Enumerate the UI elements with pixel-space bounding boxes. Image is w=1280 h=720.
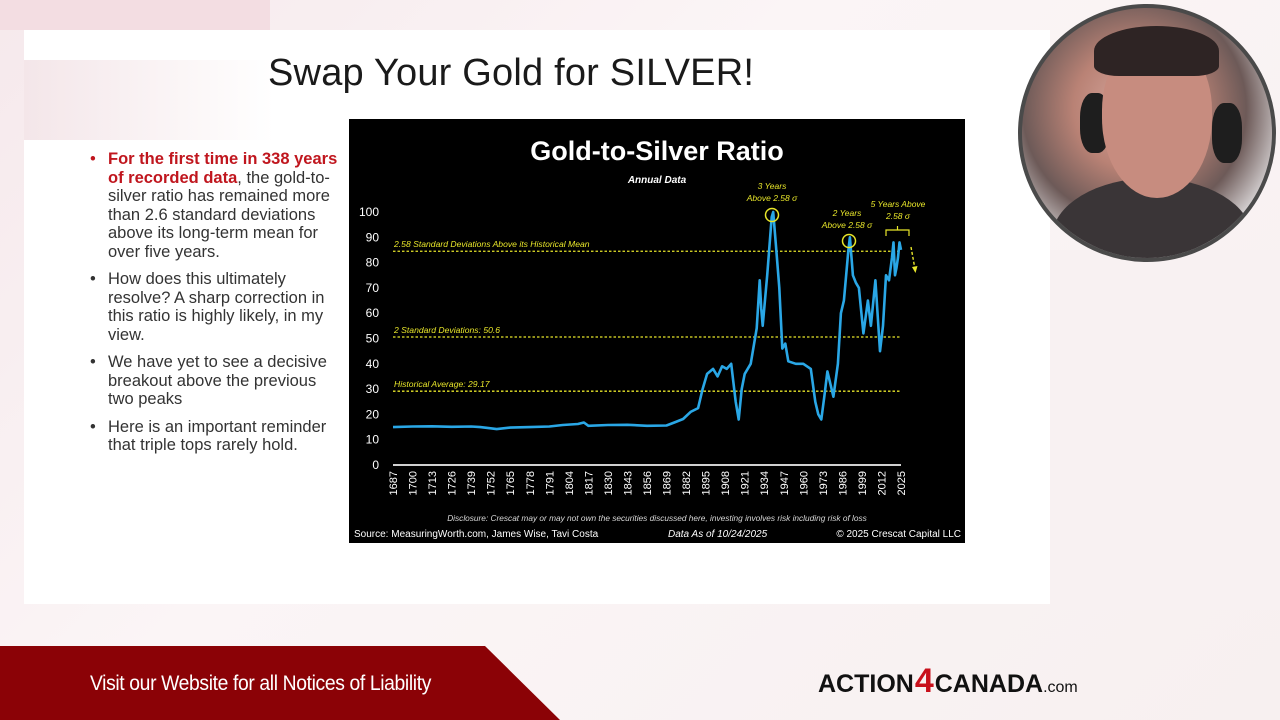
footer-banner (0, 646, 560, 720)
background-accent-right (1050, 250, 1280, 610)
x-tick-label: 1895 (701, 471, 713, 495)
reference-line-label: Historical Average: 29.17 (394, 379, 491, 389)
ratio-line (392, 210, 903, 431)
x-tick-label: 1908 (720, 471, 732, 495)
bullet-highlight: For the first time in 338 years of recor… (108, 150, 338, 187)
presenter-hair (1094, 26, 1219, 76)
x-tick-label: 1726 (447, 471, 459, 495)
y-tick-label: 10 (366, 433, 380, 447)
presenter-webcam (1018, 4, 1276, 262)
x-tick-label: 1960 (798, 471, 810, 495)
x-tick-label: 1817 (583, 471, 595, 495)
reference-line-label: 2 Standard Deviations: 50.6 (393, 325, 500, 335)
bullet-item: How does this ultimately resolve? A shar… (88, 270, 344, 344)
x-tick-label: 1752 (486, 471, 498, 495)
y-tick-label: 20 (366, 407, 380, 421)
x-tick-label: 1791 (544, 471, 556, 495)
chart-source: Source: MeasuringWorth.com, James Wise, … (354, 529, 599, 540)
annotation-1-line1: 3 Years (758, 181, 787, 191)
chart-copyright: © 2025 Crescat Capital LLC (836, 529, 961, 540)
bullet-text: Here is an important reminder that tripl… (108, 417, 327, 455)
y-tick-label: 60 (366, 306, 380, 320)
chart-disclosure: Disclosure: Crescat may or may not own t… (447, 513, 867, 523)
bullet-text: , the gold-to-silver ratio has remained … (108, 168, 330, 261)
action4canada-logo: ACTION 4 CANADA .com (818, 662, 1078, 701)
chart-data-date: Data As of 10/24/2025 (668, 529, 768, 540)
chart-subtitle: Annual Data (627, 175, 687, 186)
headphones-icon (1212, 103, 1242, 163)
bullet-item: For the first time in 338 years of recor… (88, 150, 344, 261)
slide-title: Swap Your Gold for SILVER! (268, 52, 755, 94)
x-tick-label: 1947 (779, 471, 791, 495)
gold-silver-ratio-chart: Gold-to-Silver Ratio Annual Data 0 10 20 30… (349, 119, 965, 543)
x-tick-label: 1999 (857, 471, 869, 495)
bullet-list: For the first time in 338 years of recor… (88, 150, 344, 464)
bullet-text: We have yet to see a decisive breakout a… (108, 353, 327, 408)
bracket-icon (885, 226, 910, 236)
x-tick-label: 2012 (876, 471, 888, 495)
chart-canvas: Gold-to-Silver Ratio Annual Data 0 10 20 30… (354, 136, 961, 540)
y-axis: 0 10 20 30 40 50 60 70 80 90 100 (359, 205, 379, 472)
x-tick-label: 1843 (622, 471, 634, 495)
x-tick-label: 1856 (642, 471, 654, 495)
x-tick-label: 1830 (603, 471, 615, 495)
x-tick-label: 1986 (837, 471, 849, 495)
x-tick-label: 1804 (564, 471, 576, 495)
y-tick-label: 70 (366, 281, 380, 295)
reference-lines: 2.58 Standard Deviations Above its Histo… (393, 239, 901, 392)
reference-line-label: 2.58 Standard Deviations Above its Histo… (393, 239, 590, 249)
bullet-item: Here is an important reminder that tripl… (88, 418, 344, 455)
y-tick-label: 80 (366, 256, 380, 270)
x-tick-label: 1687 (388, 471, 400, 495)
y-tick-label: 50 (366, 332, 380, 346)
y-tick-label: 90 (366, 230, 380, 244)
annotation-2-line2: Above 2.58 σ (821, 220, 873, 230)
logo-four: 4 (914, 662, 934, 700)
x-tick-label: 1739 (466, 471, 478, 495)
y-tick-label: 0 (372, 458, 379, 472)
slide-tint (24, 60, 274, 140)
x-tick-label: 1778 (525, 471, 537, 495)
annotation-3-line2: 2.58 σ (885, 211, 911, 221)
x-tick-label: 1700 (408, 471, 420, 495)
y-tick-label: 100 (359, 205, 379, 219)
x-tick-label: 1934 (759, 471, 771, 495)
logo-dotcom: .com (1043, 679, 1078, 696)
x-tick-label: 1713 (427, 471, 439, 495)
chart-title: Gold-to-Silver Ratio (530, 136, 784, 166)
arrow-head-icon (912, 266, 918, 273)
x-tick-label: 1869 (662, 471, 674, 495)
annotation-2-line1: 2 Years (832, 208, 862, 218)
liability-notice: Visit our Website for all Notices of Lia… (90, 672, 432, 695)
logo-canada: CANADA (934, 670, 1044, 698)
x-tick-label: 2025 (896, 471, 908, 495)
logo-action: ACTION (818, 670, 914, 698)
x-tick-label: 1882 (681, 471, 693, 495)
x-tick-label: 1765 (505, 471, 517, 495)
background-accent (0, 0, 270, 30)
annotation-3-line1: 5 Years Above (871, 199, 926, 209)
down-arrow-icon (910, 246, 916, 270)
peak-marker-1991 (841, 233, 857, 249)
annotation-1-line2: Above 2.58 σ (746, 193, 798, 203)
bullet-item: We have yet to see a decisive breakout a… (88, 353, 344, 409)
x-tick-label: 1921 (740, 471, 752, 495)
y-tick-label: 40 (366, 357, 380, 371)
x-tick-label: 1973 (818, 471, 830, 495)
peak-marker-1939 (764, 207, 780, 223)
y-tick-label: 30 (366, 382, 380, 396)
bullet-text: How does this ultimately resolve? A shar… (108, 270, 325, 344)
x-axis: 1687 1700 1713 1726 1739 1752 1765 1778 1791 1804… (388, 471, 908, 495)
